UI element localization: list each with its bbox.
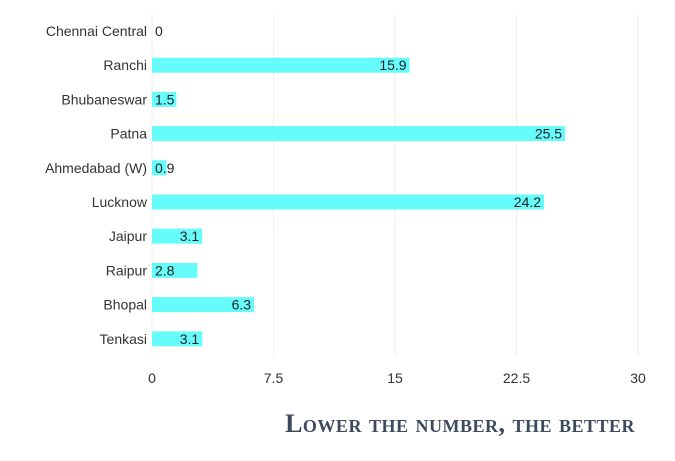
data-label: 3.1 [180,228,200,244]
category-label: Ahmedabad (W) [45,160,147,176]
x-tick-label: 15 [387,370,403,386]
category-label: Ranchi [103,57,147,73]
bar-chart: Chennai Central Ranchi Bhubaneswar Patna Ahm… [45,14,646,386]
bar [152,331,203,347]
bar [152,194,545,210]
x-tick-label: 0 [148,370,156,386]
x-axis-ticks: 0 7.5 15 22.5 30 [148,370,646,386]
category-label: Patna [110,126,147,142]
data-label: 0 [155,23,163,39]
category-label: Bhubaneswar [61,91,147,107]
bar [152,126,566,142]
data-label: 0.9 [155,160,175,176]
bar [152,228,203,244]
category-label: Raipur [106,262,148,278]
data-label: 1.5 [155,91,175,107]
bar [152,262,198,278]
category-label: Tenkasi [100,331,147,347]
bar [152,91,177,107]
bar [152,297,255,313]
x-tick-label: 30 [630,370,646,386]
x-tick-label: 7.5 [264,370,284,386]
bar [152,160,167,176]
category-label: Jaipur [109,228,147,244]
category-label: Bhopal [103,297,147,313]
data-label: 25.5 [535,126,562,142]
category-label: Lucknow [92,194,148,210]
data-label: 6.3 [232,297,252,313]
bars [152,57,566,347]
footer-note: Lower the number, the better [285,409,635,438]
data-label: 24.2 [514,194,541,210]
category-label: Chennai Central [46,23,147,39]
x-tick-label: 22.5 [503,370,530,386]
bar [152,57,410,73]
category-labels: Chennai Central Ranchi Bhubaneswar Patna Ahm… [45,23,148,347]
data-label: 3.1 [180,331,200,347]
data-label: 2.8 [155,262,175,278]
data-labels: 0 15.9 1.5 25.5 0.9 24.2 3.1 2.8 6.3 3.1 [155,23,562,347]
data-label: 15.9 [379,57,406,73]
